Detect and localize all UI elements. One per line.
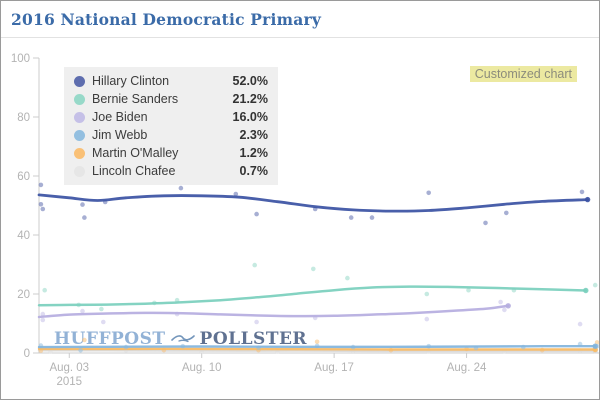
poll-point-hillary-clinton[interactable] [348, 215, 354, 220]
poll-point-bernie-sanders[interactable] [592, 282, 598, 288]
huffpost-logo-text: HUFFPOST [54, 329, 166, 349]
trend-line-hillary-clinton[interactable] [37, 193, 589, 213]
poll-point-bernie-sanders[interactable] [424, 291, 430, 297]
poll-point-jim-webb[interactable] [78, 348, 83, 353]
poll-point-hillary-clinton[interactable] [82, 215, 87, 220]
poll-point-hillary-clinton[interactable] [426, 190, 432, 196]
poll-point-hillary-clinton[interactable] [369, 215, 375, 220]
legend-candidate-value: 0.7% [239, 164, 269, 178]
y-tick-label: 60 [17, 171, 30, 183]
trend-line-lincoln-chafee[interactable] [37, 349, 597, 353]
legend-item-martin-o-malley[interactable]: Martin O'Malley 1.2% [74, 144, 268, 162]
customized-chart-badge: Customized chart [469, 66, 577, 82]
poll-point-martin-o-malley[interactable] [82, 337, 87, 343]
legend-swatch-icon [74, 129, 85, 141]
y-tick-label: 40 [17, 230, 30, 242]
poll-point-joe-biden[interactable] [424, 316, 430, 322]
x-tick-year-label: 2015 [56, 376, 82, 388]
y-tick-label: 20 [17, 289, 30, 301]
poll-point-hillary-clinton[interactable] [40, 206, 46, 212]
poll-point-bernie-sanders[interactable] [311, 266, 316, 272]
poll-point-hillary-clinton[interactable] [483, 220, 488, 226]
poll-point-hillary-clinton[interactable] [254, 211, 259, 217]
legend-swatch-icon [74, 75, 85, 87]
poll-point-joe-biden[interactable] [498, 299, 503, 305]
poll-point-joe-biden[interactable] [40, 317, 46, 323]
poll-point-bernie-sanders[interactable] [99, 306, 104, 312]
legend-candidate-name: Hillary Clinton [92, 74, 170, 88]
poll-point-joe-biden[interactable] [254, 319, 259, 325]
y-tick-label: 80 [17, 112, 30, 124]
trend-end-marker-joe-biden [505, 303, 511, 309]
page-title: 2016 National Democratic Primary [11, 10, 322, 29]
legend-swatch-icon [74, 111, 85, 123]
legend-item-jim-webb[interactable]: Jim Webb 2.3% [74, 126, 268, 144]
x-tick-label: Aug. 17 [314, 362, 354, 374]
huffpost-pollster-watermark: HUFFPOST POLLSTER [54, 329, 307, 349]
legend-item-lincoln-chafee[interactable]: Lincoln Chafee 0.7% [74, 162, 268, 180]
legend-candidate-name: Joe Biden [92, 110, 148, 124]
legend-candidate-name: Lincoln Chafee [92, 164, 176, 178]
trend-end-marker-jim-webb [592, 343, 598, 349]
poll-point-bernie-sanders[interactable] [252, 262, 257, 268]
poll-point-bernie-sanders[interactable] [345, 275, 350, 281]
poll-point-bernie-sanders[interactable] [466, 287, 471, 293]
y-tick-label: 100 [11, 53, 30, 65]
poll-point-joe-biden[interactable] [101, 319, 106, 325]
legend-item-joe-biden[interactable]: Joe Biden 16.0% [74, 108, 268, 126]
trend-line-bernie-sanders[interactable] [37, 285, 588, 307]
poll-point-hillary-clinton[interactable] [579, 189, 585, 195]
poll-point-hillary-clinton[interactable] [38, 202, 44, 207]
legend-candidate-value: 16.0% [232, 110, 268, 124]
pollster-logo-text: POLLSTER [199, 329, 308, 349]
legend-candidate-value: 21.2% [232, 92, 268, 106]
legend-swatch-icon [74, 93, 85, 105]
legend-candidate-value: 2.3% [239, 128, 269, 142]
trend-line-joe-biden[interactable] [37, 304, 510, 319]
poll-point-martin-o-malley[interactable] [314, 339, 320, 345]
legend-item-bernie-sanders[interactable]: Bernie Sanders 21.2% [74, 90, 268, 108]
poll-point-hillary-clinton[interactable] [178, 185, 184, 191]
poll-point-hillary-clinton[interactable] [80, 202, 85, 207]
pollster-bird-icon [170, 334, 195, 342]
trend-end-marker-hillary-clinton [584, 196, 591, 203]
legend-swatch-icon [74, 147, 85, 159]
poll-point-hillary-clinton[interactable] [38, 182, 44, 188]
x-tick-label: Aug. 10 [182, 362, 222, 374]
x-tick-label: Aug. 24 [447, 362, 487, 374]
legend-swatch-icon [74, 165, 85, 177]
y-tick-label: 0 [24, 348, 30, 360]
legend-candidate-value: 52.0% [232, 74, 268, 88]
chart-header: 2016 National Democratic Primary [1, 1, 599, 38]
poll-point-hillary-clinton[interactable] [504, 210, 509, 216]
legend-candidate-name: Martin O'Malley [92, 146, 179, 160]
legend-candidate-name: Jim Webb [92, 128, 148, 142]
poll-point-joe-biden[interactable] [577, 321, 583, 327]
x-tick-label: Aug. 03 [49, 362, 89, 374]
legend-item-hillary-clinton[interactable]: Hillary Clinton 52.0% [74, 72, 268, 90]
poll-point-joe-biden[interactable] [502, 307, 507, 313]
poll-point-hillary-clinton[interactable] [233, 191, 239, 197]
poll-point-joe-biden[interactable] [80, 308, 85, 314]
poll-point-joe-biden[interactable] [40, 311, 46, 317]
poll-point-martin-o-malley[interactable] [594, 340, 600, 345]
trend-end-marker-bernie-sanders [583, 287, 589, 294]
trend-line-martin-o-malley[interactable] [37, 347, 597, 351]
trend-line-jim-webb[interactable] [37, 344, 597, 349]
chart-legend: Hillary Clinton 52.0% Bernie Sanders 21.2% J… [64, 67, 278, 185]
legend-candidate-value: 1.2% [239, 146, 269, 160]
poll-point-bernie-sanders[interactable] [42, 287, 47, 293]
legend-candidate-name: Bernie Sanders [92, 92, 179, 106]
